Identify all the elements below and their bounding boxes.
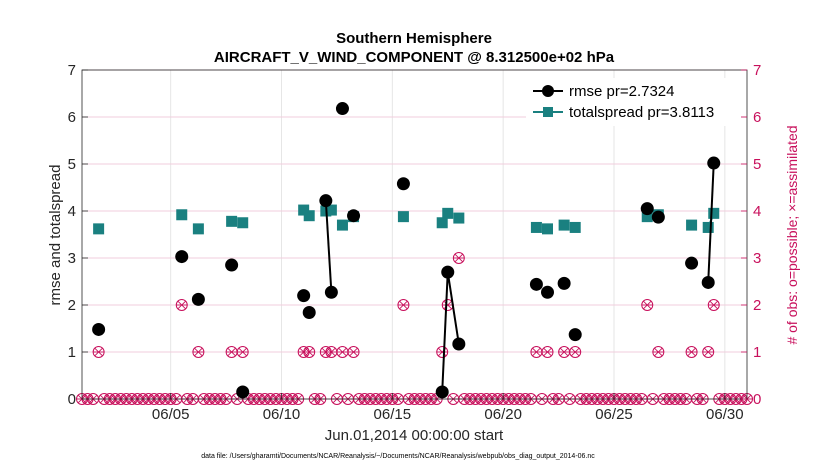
y-tick-label: 3 (68, 250, 76, 267)
rmse-line (324, 200, 333, 293)
y2-tick-label: 5 (753, 156, 761, 173)
rmse-point (651, 210, 665, 224)
rmse-point (640, 202, 654, 216)
spread-point (708, 207, 720, 219)
spread-point (436, 217, 448, 229)
y-tick-label: 7 (68, 62, 76, 79)
chart-subtitle: AIRCRAFT_V_WIND_COMPONENT @ 8.312500e+02… (214, 49, 615, 66)
y2-tick-label: 6 (753, 109, 761, 126)
obs-marker (541, 346, 554, 358)
y2-tick-label: 3 (753, 250, 761, 267)
spread-point (237, 217, 249, 229)
legend-spread-marker (543, 107, 553, 117)
legend: rmse pr=2.7324 totalspread pr=3.8113 (526, 78, 741, 126)
obs-marker (652, 346, 665, 358)
obs-marker (452, 252, 465, 264)
obs-marker (236, 346, 249, 358)
rmse-point (175, 250, 189, 264)
rmse-point (441, 265, 455, 279)
x-tick-label: 06/05 (152, 406, 190, 423)
rmse-point (541, 285, 554, 299)
y-tick-label: 5 (68, 156, 76, 173)
spread-point (325, 204, 337, 216)
rmse-point (236, 385, 250, 399)
rmse-point (701, 275, 715, 289)
spread-point (542, 223, 553, 235)
rmse-point (302, 306, 316, 320)
obs-marker (347, 346, 360, 358)
spread-point (569, 221, 581, 233)
rmse-point (396, 177, 410, 191)
y-tick-label: 2 (68, 297, 76, 314)
rmse-point (225, 258, 239, 272)
obs-marker (175, 299, 188, 311)
legend-box (526, 78, 741, 126)
spread-point (336, 219, 348, 231)
obs-marker (192, 346, 205, 358)
obs-marker (303, 346, 316, 358)
rmse-point (685, 256, 699, 270)
axes-box (81, 69, 748, 400)
y2-tick-label: 0 (753, 391, 761, 408)
rmse-point (319, 194, 333, 208)
rmse-point (335, 102, 349, 116)
ticks: 06/05 06/10 06/15 06/20 06/25 06/30 0 1 2 3 4 5 6 7 0 1… (68, 62, 762, 423)
rmse-line (707, 163, 715, 283)
x-tick-label: 06/30 (706, 406, 744, 423)
spread-point (303, 210, 315, 222)
legend-spread-label: totalspread pr=3.8113 (569, 104, 714, 121)
x-tick-label: 06/25 (595, 406, 633, 423)
x-tick-label: 06/10 (263, 406, 301, 423)
x-tick-label: 06/20 (484, 406, 522, 423)
chart-title: Southern Hemisphere (336, 30, 492, 47)
y2-tick-label: 1 (753, 344, 761, 361)
x-axis-label: Jun.01,2014 00:00:00 start (325, 427, 504, 444)
y-tick-label: 4 (68, 203, 76, 220)
rmse-point (297, 289, 311, 303)
spread-point (176, 209, 188, 221)
y-axis-label: rmse and totalspread (47, 165, 64, 306)
spread-point (702, 221, 714, 233)
y-tick-label: 0 (68, 391, 76, 408)
spread-point (641, 211, 653, 223)
spread-point (442, 207, 454, 219)
y2-tick-label: 7 (753, 62, 761, 79)
rmse-point (452, 337, 466, 351)
rmse-point (707, 156, 721, 170)
spread-point (298, 204, 310, 216)
obs-marker (92, 346, 105, 358)
rmse-point (191, 292, 205, 306)
rmse-point (347, 209, 361, 223)
y2-tick-label: 2 (753, 297, 761, 314)
spread-point (226, 215, 238, 227)
obs-marker (641, 299, 654, 311)
y2-tick-label: 4 (753, 203, 761, 220)
spread-point (192, 223, 204, 235)
obs-marker (707, 299, 720, 311)
spread-point (453, 212, 465, 224)
y-tick-label: 1 (68, 344, 76, 361)
rmse-point (92, 322, 106, 336)
spread-point (686, 219, 698, 231)
rmse-point (568, 328, 582, 342)
spread-point (93, 223, 105, 235)
legend-rmse-marker (542, 85, 554, 97)
obs-marker (702, 346, 715, 358)
footnote: data file: /Users/gharamti/Documents/NCA… (201, 453, 595, 460)
y-tick-label: 6 (68, 109, 76, 126)
rmse-point (435, 385, 449, 399)
spread-point (530, 221, 542, 233)
spread-point (558, 219, 570, 231)
legend-rmse-label: rmse pr=2.7324 (569, 83, 674, 100)
rmse-point (324, 285, 338, 299)
obs-marker (685, 346, 698, 358)
x-tick-label: 06/15 (374, 406, 412, 423)
rmse-point (529, 277, 543, 291)
y2-axis-label: # of obs: o=possible; ×=assimilated (784, 125, 800, 344)
obs-marker (569, 346, 582, 358)
spread-point (397, 211, 409, 223)
obs-marker (397, 299, 410, 311)
rmse-point (557, 276, 571, 290)
